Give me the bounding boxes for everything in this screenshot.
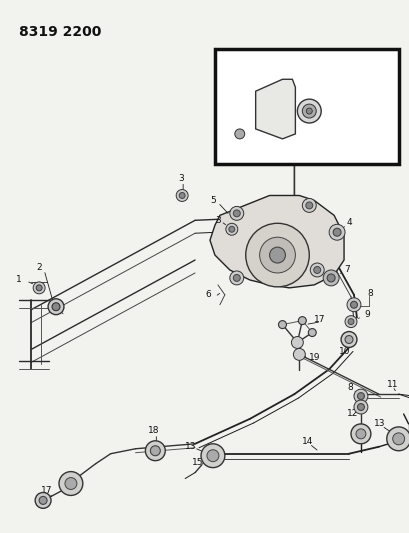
Circle shape (269, 247, 285, 263)
Circle shape (353, 400, 367, 414)
Circle shape (386, 427, 409, 451)
Circle shape (35, 492, 51, 508)
Circle shape (291, 336, 303, 349)
Circle shape (357, 393, 364, 400)
Circle shape (225, 223, 237, 235)
Circle shape (145, 441, 165, 461)
Text: 2: 2 (36, 263, 42, 272)
Circle shape (313, 266, 320, 273)
Circle shape (59, 472, 83, 496)
Circle shape (301, 104, 315, 118)
Text: 8: 8 (346, 383, 352, 392)
Circle shape (298, 317, 306, 325)
Text: 5: 5 (209, 196, 215, 205)
Text: 11: 11 (386, 379, 397, 389)
Circle shape (176, 190, 188, 201)
Circle shape (344, 316, 356, 328)
Text: 13: 13 (373, 419, 384, 429)
Text: 17: 17 (313, 315, 325, 324)
Circle shape (355, 429, 365, 439)
Text: 3: 3 (214, 216, 220, 225)
Text: 10: 10 (338, 347, 350, 356)
Text: 15: 15 (192, 458, 203, 467)
Circle shape (259, 237, 294, 273)
Circle shape (200, 444, 224, 467)
Text: 1: 1 (16, 276, 22, 285)
Circle shape (350, 424, 370, 444)
Circle shape (326, 274, 334, 282)
Circle shape (328, 224, 344, 240)
Circle shape (293, 349, 305, 360)
Circle shape (233, 210, 240, 217)
Text: 16: 16 (308, 63, 320, 72)
Circle shape (392, 433, 404, 445)
Circle shape (346, 298, 360, 312)
Circle shape (301, 198, 315, 212)
Text: 19: 19 (308, 353, 320, 362)
Circle shape (347, 319, 353, 325)
Circle shape (344, 336, 352, 343)
Text: 14: 14 (301, 437, 313, 446)
Text: 18: 18 (148, 426, 160, 435)
Text: 7: 7 (343, 265, 349, 274)
Circle shape (33, 282, 45, 294)
Circle shape (150, 446, 160, 456)
Circle shape (179, 192, 185, 198)
Text: 17: 17 (41, 486, 52, 495)
Text: 8: 8 (366, 289, 372, 298)
Text: 9: 9 (363, 310, 369, 319)
Circle shape (229, 271, 243, 285)
Polygon shape (255, 79, 294, 139)
Circle shape (39, 496, 47, 504)
Circle shape (233, 274, 240, 281)
Text: 4: 4 (363, 96, 369, 106)
Text: 12: 12 (346, 409, 357, 418)
Circle shape (322, 270, 338, 286)
Circle shape (340, 332, 356, 348)
Circle shape (36, 285, 42, 291)
Text: 13: 13 (185, 442, 196, 451)
Circle shape (234, 129, 244, 139)
Circle shape (306, 108, 312, 114)
Circle shape (229, 206, 243, 220)
Circle shape (297, 99, 320, 123)
Polygon shape (209, 196, 343, 288)
Circle shape (228, 227, 234, 232)
Circle shape (52, 303, 60, 311)
Circle shape (353, 389, 367, 403)
Circle shape (308, 328, 315, 336)
Circle shape (350, 301, 357, 308)
Circle shape (245, 223, 308, 287)
Circle shape (357, 403, 364, 410)
Circle shape (207, 450, 218, 462)
Circle shape (310, 263, 324, 277)
Circle shape (333, 228, 340, 236)
Text: 8319 2200: 8319 2200 (19, 25, 101, 38)
Text: 4: 4 (346, 218, 352, 227)
Circle shape (48, 299, 64, 314)
Text: 3: 3 (178, 174, 184, 183)
Circle shape (65, 478, 76, 489)
Text: 6: 6 (204, 290, 210, 300)
Bar (214, 50, 398, 164)
Circle shape (305, 202, 312, 209)
Circle shape (278, 321, 286, 328)
